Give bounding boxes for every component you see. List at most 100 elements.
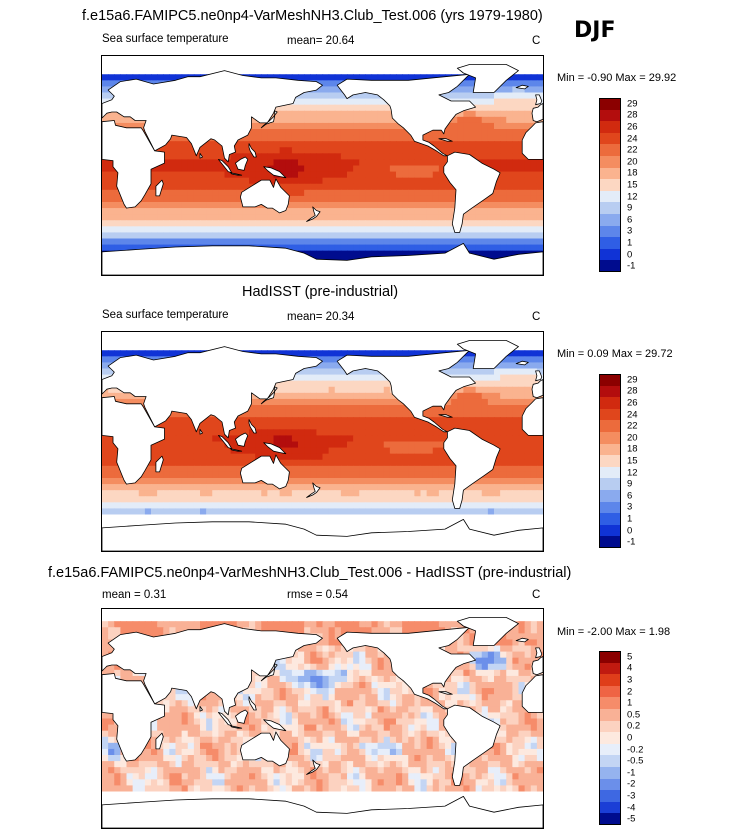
- colorbar-level-label: 29: [627, 98, 638, 110]
- colorbar-swatch: [599, 374, 621, 387]
- colorbar-swatch: [599, 144, 621, 157]
- land-africaWest: [521, 674, 543, 713]
- panel-3-map: [101, 608, 544, 829]
- land-northAmerica: [336, 349, 477, 433]
- colorbar-level-label: 0.2: [627, 720, 641, 732]
- land-northAmerica: [336, 626, 477, 710]
- land-borneo: [235, 709, 249, 724]
- panel-3-mean-text: mean = 0.31: [102, 589, 167, 601]
- land-newGuinea: [263, 166, 287, 179]
- colorbar-level-label: -1: [627, 260, 636, 272]
- land-madagascar: [155, 732, 164, 750]
- colorbar-level-label: 3: [627, 225, 633, 237]
- land-philippines: [248, 143, 257, 158]
- colorbar-swatch: [599, 202, 621, 215]
- colorbar-swatch: [599, 432, 621, 445]
- land-southAmerica: [443, 427, 501, 509]
- land-antarctica: [102, 242, 543, 275]
- coastlines: [102, 340, 543, 551]
- land-philippines: [248, 696, 257, 711]
- land-southAmerica: [443, 704, 501, 786]
- colorbar-level-label: 6: [627, 490, 633, 502]
- colorbar-level-label: 26: [627, 397, 638, 409]
- colorbar-level-label: 0.5: [627, 709, 641, 721]
- colorbar-swatch: [599, 190, 621, 203]
- colorbar-swatch: [599, 385, 621, 398]
- panel-1-mean-text: mean= 20.64: [287, 35, 355, 47]
- land-northAmerica: [336, 73, 477, 157]
- colorbar-swatch: [599, 732, 621, 745]
- coastlines: [102, 64, 543, 275]
- colorbar-swatch: [599, 801, 621, 814]
- land-eurasia: [102, 346, 323, 439]
- colorbar-swatch: [599, 98, 621, 111]
- colorbar-swatch: [599, 767, 621, 780]
- land-cuba: [438, 691, 453, 695]
- panel-1-colorbar: 29 28 26 24 22 20 18 15 12 9 6 3 1 0 -1: [599, 98, 659, 273]
- colorbar-level-label: 18: [627, 443, 638, 455]
- land-madagascar: [155, 455, 164, 473]
- land-europeWest: [531, 103, 543, 123]
- panel-2-variable-label: Sea surface temperature: [102, 309, 229, 321]
- panel-3-title: f.e15a6.FAMIPC5.ne0np4-VarMeshNH3.Club_T…: [48, 565, 572, 581]
- land-greenland: [456, 340, 519, 369]
- colorbar-swatch: [599, 179, 621, 192]
- land-southAmerica: [443, 151, 501, 233]
- land-java: [230, 172, 243, 176]
- colorbar-swatch: [599, 524, 621, 537]
- colorbar-level-label: 0: [627, 525, 633, 537]
- panel-1-variable-label: Sea surface temperature: [102, 33, 229, 45]
- colorbar-swatch: [599, 674, 621, 687]
- land-newZealand: [306, 759, 321, 775]
- colorbar-level-label: 9: [627, 478, 633, 490]
- land-cuba: [438, 414, 453, 418]
- colorbar-swatch: [599, 743, 621, 756]
- colorbar-swatch: [599, 709, 621, 722]
- colorbar-level-label: -0.2: [627, 744, 644, 756]
- panel-1-map-svg: [102, 56, 543, 275]
- colorbar-level-label: -5: [627, 813, 636, 825]
- colorbar-level-label: 28: [627, 385, 638, 397]
- colorbar-level-label: 28: [627, 109, 638, 121]
- land-antarctica: [102, 795, 543, 828]
- colorbar-level-label: 26: [627, 121, 638, 133]
- colorbar-level-label: 1: [627, 237, 633, 249]
- panel-3-colorbar: 5 4 3 2 1 0.5 0.2 0 -0.2 -0.5 -1 -2 -3 -4 -5: [599, 651, 659, 826]
- colorbar-level-label: 20: [627, 432, 638, 444]
- panel-2-mean-text: mean= 20.34: [287, 311, 355, 323]
- land-java: [230, 448, 243, 452]
- colorbar-swatch: [599, 755, 621, 768]
- land-europeWest: [531, 379, 543, 399]
- colorbar-swatch: [599, 478, 621, 491]
- colorbar-level-label: 3: [627, 501, 633, 513]
- land-iceland: [515, 84, 529, 90]
- colorbar-swatch: [599, 720, 621, 733]
- panel-2-colorbar: 29 28 26 24 22 20 18 15 12 9 6 3 1 0 -1: [599, 374, 659, 549]
- land-uk: [535, 647, 543, 659]
- land-africa: [102, 673, 165, 762]
- colorbar-level-label: 24: [627, 133, 638, 145]
- panel-3-map-svg: [102, 609, 543, 828]
- colorbar-swatch: [599, 408, 621, 421]
- colorbar-swatch: [599, 214, 621, 227]
- colorbar-swatch: [599, 790, 621, 803]
- land-uk: [535, 94, 543, 106]
- season-label: DJF: [574, 18, 616, 43]
- land-philippines: [248, 419, 257, 434]
- colorbar-swatch: [599, 248, 621, 261]
- land-newGuinea: [263, 442, 287, 455]
- panel-3-rmse-text: rmse = 0.54: [287, 589, 349, 601]
- land-japan: [260, 110, 278, 129]
- colorbar-swatch: [599, 167, 621, 180]
- colorbar-level-label: 9: [627, 202, 633, 214]
- land-eurasia: [102, 70, 323, 163]
- colorbar-level-label: -3: [627, 790, 636, 802]
- colorbar-swatch: [599, 813, 621, 826]
- land-srilanka: [199, 152, 203, 159]
- colorbar-level-label: 12: [627, 467, 638, 479]
- panel-2-map-svg: [102, 332, 543, 551]
- land-srilanka: [199, 428, 203, 435]
- land-australia: [239, 178, 290, 214]
- land-greenland: [456, 64, 519, 93]
- colorbar-level-label: 4: [627, 662, 633, 674]
